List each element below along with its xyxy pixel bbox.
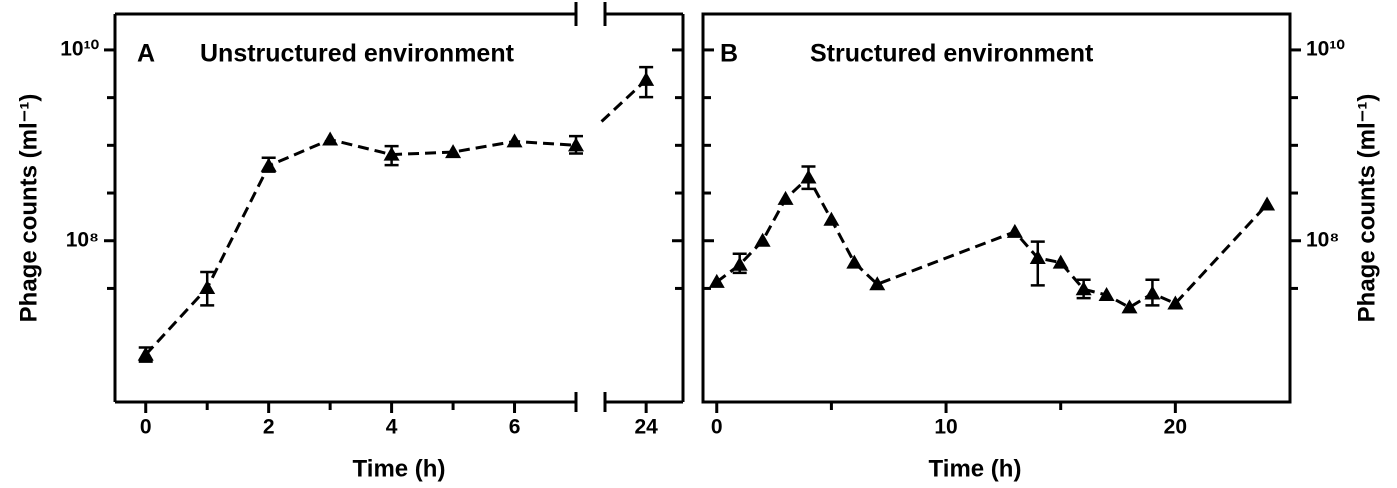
y-tick-label: 10¹⁰ — [60, 37, 99, 60]
y-tick-label: 10⁸ — [1306, 228, 1339, 251]
panel-title: Structured environment — [810, 40, 1094, 68]
data-point — [260, 157, 277, 172]
data-point — [1029, 249, 1046, 264]
data-point — [823, 211, 840, 226]
x-tick-label: 0 — [140, 416, 152, 439]
data-point — [322, 131, 339, 146]
data-point — [869, 276, 886, 291]
data-point — [1167, 295, 1184, 310]
panel-label: A — [137, 40, 155, 68]
data-line — [144, 78, 648, 356]
data-point — [754, 232, 771, 247]
x-tick-label: 10 — [934, 416, 957, 439]
x-tick-label: 2 — [263, 416, 275, 439]
data-point — [445, 144, 462, 159]
data-point — [1075, 281, 1092, 296]
axes-frame — [113, 2, 1292, 412]
x-tick-label: 0 — [711, 416, 723, 439]
x-tick-label: 24 — [634, 416, 658, 439]
data-point — [1144, 285, 1161, 300]
data-point — [199, 279, 216, 294]
data-point — [568, 137, 584, 152]
y-axis-label: Phage counts (ml⁻¹) — [1353, 94, 1380, 323]
data-point — [1006, 223, 1023, 238]
x-tick-label: 20 — [1164, 416, 1187, 439]
y-tick-label: 10¹⁰ — [1306, 37, 1345, 60]
x-axis-label: Time (h) — [929, 455, 1022, 482]
data-point — [1098, 286, 1115, 301]
panel-label: B — [720, 40, 738, 68]
data-point — [708, 273, 725, 288]
data-point — [1052, 254, 1069, 269]
data-point — [383, 146, 400, 161]
y-axis-label: Phage counts (ml⁻¹) — [15, 94, 42, 323]
data-point — [1259, 196, 1276, 211]
data-point — [638, 71, 655, 86]
data-point — [731, 256, 748, 271]
data-point — [506, 133, 523, 148]
panel-title: Unstructured environment — [200, 40, 515, 68]
data-point — [1121, 299, 1138, 314]
data-point — [846, 254, 863, 269]
axis-box — [701, 12, 1292, 404]
data-line — [715, 175, 1269, 310]
x-tick-label: 6 — [509, 416, 521, 439]
y-tick-label: 10⁸ — [66, 228, 99, 251]
data-point — [777, 190, 794, 205]
data-point — [800, 169, 817, 184]
x-axis-label: Time (h) — [353, 455, 446, 482]
x-tick-label: 4 — [386, 416, 398, 439]
data-point — [137, 346, 154, 361]
